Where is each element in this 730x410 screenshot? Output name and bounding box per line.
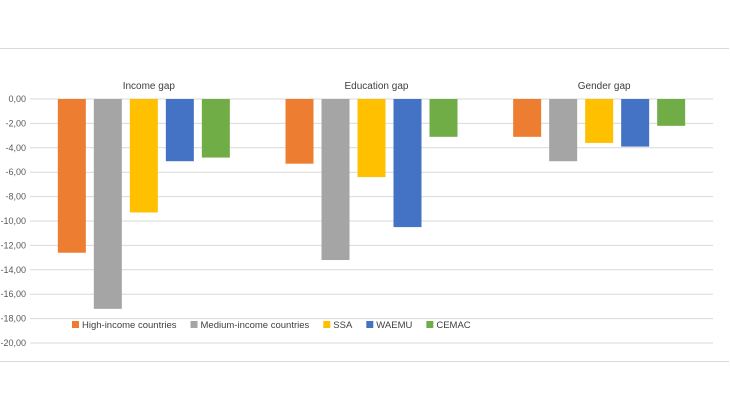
y-tick-label: -20,00 <box>0 338 26 348</box>
bar <box>201 99 230 158</box>
group-title: Income gap <box>123 81 176 92</box>
legend-swatch <box>323 321 331 328</box>
y-tick-label: -2,00 <box>5 118 26 128</box>
y-tick-label: -12,00 <box>0 240 26 250</box>
bar <box>657 99 686 126</box>
group-title: Education gap <box>345 81 409 92</box>
bar <box>57 99 86 253</box>
bar <box>621 99 650 147</box>
legend-label: SSA <box>333 320 353 331</box>
group-title: Gender gap <box>578 81 631 92</box>
legend-swatch <box>366 321 374 328</box>
y-tick-label: -14,00 <box>0 265 26 275</box>
bar <box>357 99 386 178</box>
group-titles: Income gap Education gap Gender gap <box>123 81 631 92</box>
y-tick-label: -6,00 <box>5 167 26 177</box>
legend-swatch <box>190 321 198 328</box>
bar <box>429 99 458 137</box>
legend-label: CEMAC <box>436 320 470 331</box>
y-tick-label: -16,00 <box>0 289 26 299</box>
legend-label: High-income countries <box>82 320 177 331</box>
bar <box>129 99 158 213</box>
y-tick-label: 0,00 <box>8 94 26 104</box>
y-tick-label: -10,00 <box>0 216 26 226</box>
y-axis: 0,00 -2,00 -4,00 -6,00 -8,00 -10,00 -12,00 -14,… <box>0 94 26 348</box>
legend-swatch <box>426 321 434 328</box>
legend: High-income countries Medium-income count… <box>72 320 471 331</box>
bar <box>321 99 350 261</box>
bar <box>93 99 122 309</box>
bar <box>513 99 542 137</box>
y-tick-label: -8,00 <box>5 192 26 202</box>
y-tick-label: -4,00 <box>5 143 26 153</box>
bar <box>285 99 314 164</box>
bars <box>57 99 686 309</box>
bar <box>585 99 614 143</box>
bar-chart: 0,00 -2,00 -4,00 -6,00 -8,00 -10,00 -12,00 -14,… <box>0 81 713 348</box>
bar <box>393 99 422 228</box>
legend-label: Medium-income countries <box>201 320 310 331</box>
chart-frame: 0,00 -2,00 -4,00 -6,00 -8,00 -10,00 -12,00 -14,… <box>0 48 729 362</box>
legend-swatch <box>72 321 79 328</box>
bar <box>549 99 578 162</box>
legend-label: WAEMU <box>376 320 412 331</box>
y-tick-label: -18,00 <box>0 314 26 324</box>
bar <box>165 99 194 162</box>
